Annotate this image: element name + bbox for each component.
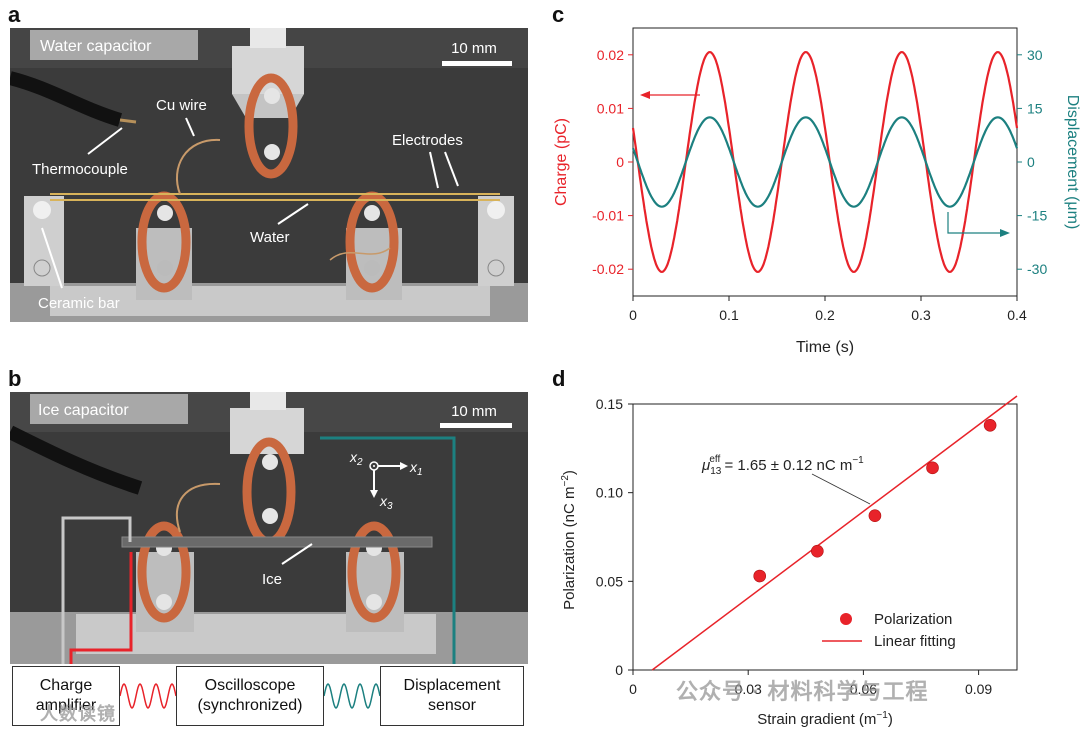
d-x-tick-label: 0.09 [965, 681, 992, 697]
c-yleft-tick-label: 0 [616, 154, 624, 170]
c-yleft-tick-label: 0.01 [597, 100, 624, 116]
d-y-tick-label: 0 [615, 662, 623, 678]
chart-c-ylabel-right: Displacement (μm) [1064, 95, 1080, 230]
panel-b-letter: b [8, 366, 22, 391]
annotation-leader [811, 473, 871, 505]
polarization-point [811, 544, 824, 558]
chart-c: 0.02 0.01 0 -0.01 -0.02 30 15 0 -15 -30 0 0.1 0.2 0… [553, 27, 1080, 356]
c-yright-tick-label: -15 [1027, 208, 1047, 224]
c-x-tick-label: 0.1 [719, 307, 739, 323]
label-electrodes: Electrodes [392, 132, 463, 149]
d-y-tick-label: 0.05 [596, 573, 623, 589]
polarization-point [983, 418, 997, 432]
d-y-tick-label: 0.15 [596, 396, 623, 412]
axis-x2-label: x2 [349, 449, 363, 468]
scale-label-a: 10 mm [451, 40, 497, 57]
chart-d-ylabel: Polarization (nC m−2) [560, 470, 578, 610]
panel-d-letter: d [552, 366, 566, 391]
c-yleft-tick-label: -0.01 [592, 208, 624, 224]
c-x-tick-label: 0 [629, 307, 637, 323]
watermark-top: 公众号 · 材料科学与工程 [676, 679, 929, 704]
displacement-axis-arrow [947, 212, 1002, 234]
polarization-point [753, 569, 767, 583]
c-x-tick-label: 0.3 [911, 307, 931, 323]
legend-polarization: Polarization [874, 611, 952, 628]
linear-fit-line [651, 395, 1018, 671]
displacement-sensor-box: Displacement sensor [380, 666, 524, 726]
chart-d-frame [632, 403, 1018, 671]
charge-signal-wave [120, 682, 176, 710]
label-water: Water [250, 229, 289, 246]
c-yleft-tick-label: -0.02 [592, 261, 624, 277]
c-x-tick-label: 0.4 [1007, 307, 1027, 323]
c-yright-tick-label: 30 [1027, 47, 1043, 63]
c-yleft-tick-label: 0.02 [597, 47, 624, 63]
label-thermocouple: Thermocouple [32, 161, 128, 178]
legend-marker-polarization [840, 613, 852, 625]
chart-c-ylabel-left: Charge (pC) [553, 118, 570, 206]
d-x-tick-label: 0.06 [850, 681, 877, 697]
panel-c-letter: c [552, 2, 565, 27]
charge-amplifier-box: Charge amplifier [12, 666, 120, 726]
displacement-series-line [631, 116, 1019, 208]
charge-series-line [631, 50, 1019, 274]
c-yright-tick-label: 0 [1027, 154, 1035, 170]
chart-c-frame [632, 27, 1018, 297]
axis-x3-label: x3 [379, 493, 393, 512]
water-capacitor-photo: Water capacitor 10 mm Cu wire Thermocoup… [10, 28, 528, 322]
displacement-signal-wave [324, 682, 380, 710]
d-x-tick-label: 0 [629, 681, 637, 697]
ice-capacitor-tag: Ice capacitor [38, 402, 129, 419]
c-yright-tick-label: 15 [1027, 100, 1043, 116]
scale-label-b: 10 mm [451, 403, 497, 420]
d-y-tick-label: 0.10 [596, 485, 623, 501]
polarization-point [926, 461, 939, 475]
c-x-tick-label: 0.2 [815, 307, 835, 323]
mu-annotation: μ13eff = 1.65 ± 0.12 nC m−1 [701, 454, 864, 477]
chart-d-xlabel: Strain gradient (m−1) [757, 710, 893, 728]
panel-a-letter: a [8, 2, 21, 27]
polarization-point [868, 509, 882, 523]
label-ceramic-bar: Ceramic bar [38, 295, 120, 312]
chart-c-xlabel: Time (s) [796, 339, 854, 356]
legend-linear-fitting: Linear fitting [874, 633, 956, 650]
d-x-tick-label: 0.03 [735, 681, 762, 697]
water-capacitor-tag: Water capacitor [40, 38, 152, 55]
chart-d: 0 0.05 0.10 0.15 0 0.03 0.06 0.09 μ13eff = 1.6… [560, 395, 1018, 728]
oscilloscope-box: Oscilloscope (synchronized) [176, 666, 324, 726]
c-yright-tick-label: -30 [1027, 261, 1047, 277]
label-cu-wire: Cu wire [156, 97, 207, 114]
ice-capacitor-photo: Ice capacitor 10 mm x2 x1 x3 Ice [10, 392, 528, 664]
label-ice: Ice [262, 571, 282, 588]
axis-x1-label: x1 [409, 459, 423, 478]
watermark-bottom: 人数读镜 [40, 704, 116, 724]
